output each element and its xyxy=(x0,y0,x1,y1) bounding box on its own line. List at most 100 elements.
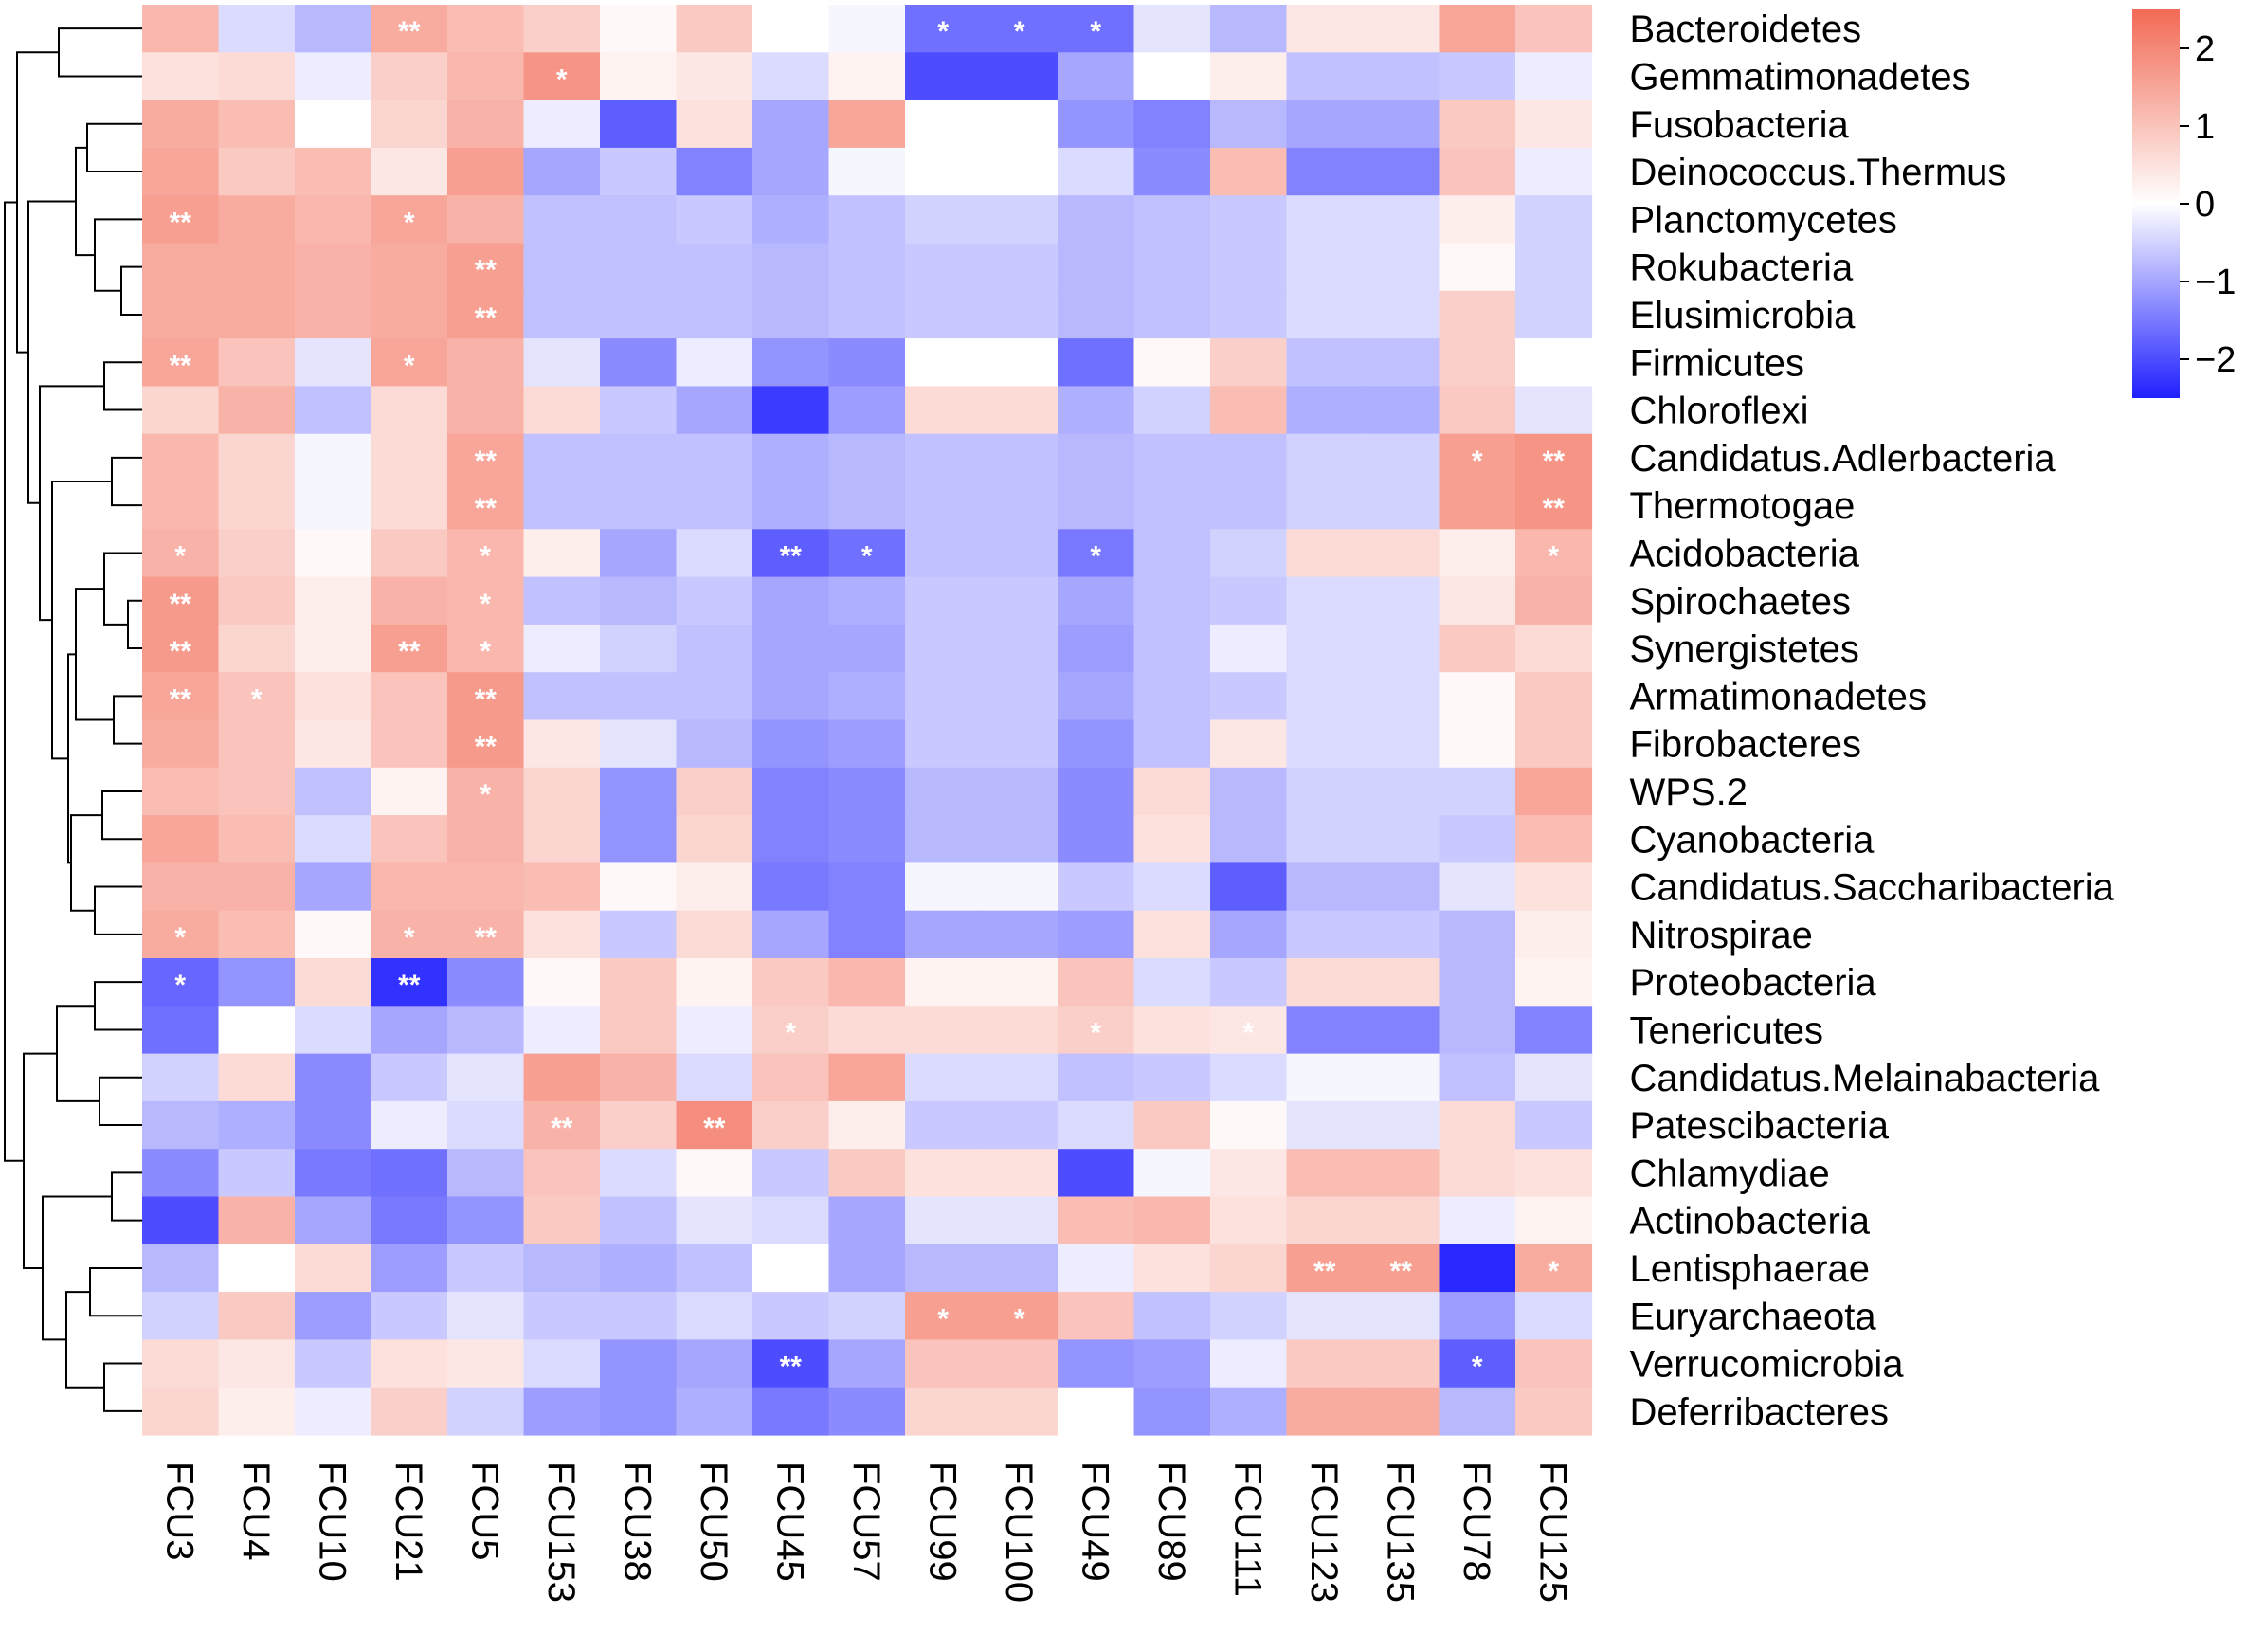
heatmap-cell xyxy=(676,1149,753,1198)
heatmap-cell xyxy=(1439,576,1516,626)
heatmap-cell xyxy=(981,433,1059,482)
heatmap-cell xyxy=(1439,1196,1516,1245)
heatmap-cell xyxy=(1363,481,1440,530)
heatmap-cell xyxy=(1286,1053,1364,1102)
heatmap-cell xyxy=(1286,290,1364,339)
dendrogram-branch xyxy=(101,790,142,841)
significance-marker: * xyxy=(1548,1256,1559,1287)
significance-marker: * xyxy=(937,16,949,47)
heatmap-cell xyxy=(371,481,448,530)
heatmap-cell xyxy=(1363,1006,1440,1055)
heatmap-cell xyxy=(905,624,983,673)
heatmap-cell xyxy=(600,52,678,101)
heatmap-cell xyxy=(1515,338,1593,387)
heatmap-cell xyxy=(1286,624,1364,673)
heatmap-cell xyxy=(1515,1387,1593,1436)
heatmap-cell xyxy=(523,100,601,149)
significance-marker: * xyxy=(1472,445,1483,477)
heatmap-cell xyxy=(828,1196,906,1245)
dendrogram-branch xyxy=(23,1052,57,1269)
col-label-fcu49: FCU49 xyxy=(1074,1461,1115,1582)
heatmap-cell xyxy=(752,862,830,912)
heatmap-cell xyxy=(1286,1339,1364,1389)
significance-marker: ** xyxy=(170,350,192,381)
heatmap-cell xyxy=(1439,1149,1516,1198)
heatmap-cell xyxy=(752,958,830,1007)
heatmap-cell xyxy=(523,672,601,721)
heatmap-cell xyxy=(142,1292,220,1340)
heatmap-cell xyxy=(1363,243,1440,292)
heatmap-cell xyxy=(447,147,525,196)
heatmap-cell xyxy=(1515,719,1593,769)
heatmap-cell xyxy=(1286,1149,1364,1198)
heatmap-cell xyxy=(1363,1339,1440,1389)
heatmap-cell xyxy=(752,52,830,101)
heatmap-cell xyxy=(676,1292,753,1340)
heatmap-cell xyxy=(218,1196,296,1245)
heatmap-cell xyxy=(1515,1149,1593,1198)
heatmap-cell xyxy=(1439,1292,1516,1340)
heatmap-cell xyxy=(905,433,983,482)
heatmap-cell xyxy=(600,862,678,912)
heatmap-cell xyxy=(371,1053,448,1102)
heatmap-cell xyxy=(1133,1149,1211,1198)
heatmap-cell xyxy=(142,1339,220,1389)
heatmap-cell xyxy=(752,815,830,863)
heatmap-cell xyxy=(1210,1006,1288,1055)
heatmap-cell xyxy=(600,1244,678,1293)
heatmap-cell xyxy=(600,576,678,626)
heatmap-cell xyxy=(752,147,830,196)
row-label-firmicutes: Firmicutes xyxy=(1630,342,1804,384)
significance-marker: ** xyxy=(1543,445,1566,477)
heatmap-cell xyxy=(295,862,372,912)
col-label-fcu100: FCU100 xyxy=(998,1461,1040,1603)
row-label-wps-2: WPS.2 xyxy=(1630,772,1748,813)
col-label-fcu3: FCU3 xyxy=(158,1461,200,1560)
heatmap-cell xyxy=(371,910,448,959)
heatmap-cell xyxy=(523,910,601,959)
heatmap-cell xyxy=(981,767,1059,816)
heatmap-cell xyxy=(523,1006,601,1055)
heatmap-cell xyxy=(523,958,601,1007)
heatmap-cell xyxy=(676,862,753,912)
heatmap-cell xyxy=(1210,433,1288,482)
heatmap-cell xyxy=(447,1053,525,1102)
row-label-tenericutes: Tenericutes xyxy=(1630,1009,1824,1051)
heatmap-cell xyxy=(905,529,983,578)
col-label-fcu153: FCU153 xyxy=(540,1461,582,1603)
heatmap-cell xyxy=(1286,433,1364,482)
heatmap-cell xyxy=(676,195,753,245)
heatmap-cell xyxy=(1210,338,1288,387)
heatmap-cell xyxy=(905,52,983,101)
heatmap-cell xyxy=(371,1196,448,1245)
heatmap-cell xyxy=(1286,529,1364,578)
dendrogram-branch xyxy=(111,1171,142,1222)
heatmap-cell xyxy=(371,195,448,245)
heatmap-cell xyxy=(1515,100,1593,149)
heatmap-cell xyxy=(523,386,601,435)
heatmap-cell xyxy=(1363,672,1440,721)
significance-marker: * xyxy=(1014,1303,1025,1334)
heatmap-cell xyxy=(1058,672,1135,721)
heatmap-cell xyxy=(447,5,525,53)
heatmap-cell xyxy=(523,433,601,482)
heatmap-cell xyxy=(828,719,906,769)
heatmap-cell xyxy=(142,433,220,482)
col-label-fcu78: FCU78 xyxy=(1456,1461,1497,1582)
col-label-fcu38: FCU38 xyxy=(616,1461,658,1582)
heatmap-cell xyxy=(981,481,1059,530)
heatmap-cell xyxy=(981,719,1059,769)
heatmap-cell xyxy=(447,52,525,101)
heatmap-cell xyxy=(447,433,525,482)
heatmap-cell xyxy=(1058,815,1135,863)
heatmap-cell xyxy=(295,1196,372,1245)
heatmap-cell xyxy=(218,386,296,435)
heatmap-cell xyxy=(1133,1292,1211,1340)
heatmap-cell xyxy=(1133,862,1211,912)
heatmap-cell xyxy=(1286,1244,1364,1293)
heatmap-cell xyxy=(1515,767,1593,816)
heatmap-cell xyxy=(905,1339,983,1389)
heatmap-cell xyxy=(447,672,525,721)
dendrogram-branch xyxy=(65,1291,104,1389)
heatmap-cell xyxy=(981,624,1059,673)
